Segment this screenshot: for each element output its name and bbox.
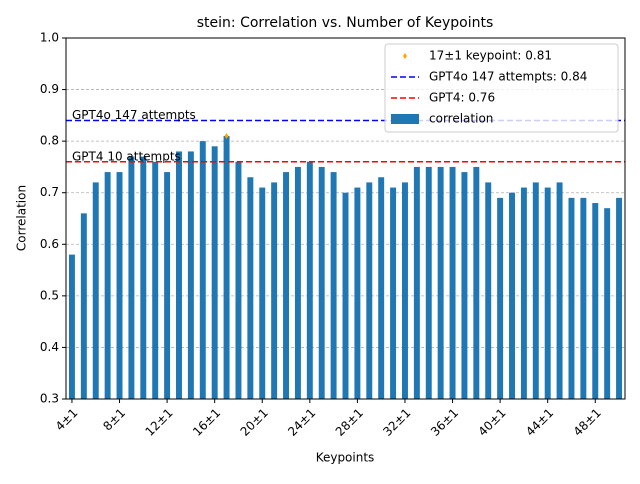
legend-box	[384, 43, 619, 133]
y-tick-label: 0.5	[40, 288, 59, 302]
bar	[366, 182, 373, 399]
y-tick-label: 0.6	[40, 237, 59, 251]
highlight-marker	[224, 132, 229, 139]
y-tick-label: 0.4	[40, 340, 59, 354]
bar	[318, 166, 325, 399]
bar	[116, 172, 123, 399]
bar	[342, 192, 349, 399]
bar	[437, 166, 444, 399]
bar	[616, 197, 623, 399]
bar	[413, 166, 420, 399]
bar	[604, 208, 611, 399]
y-tick-label: 0.8	[40, 134, 59, 148]
y-axis-label: Correlation	[15, 185, 29, 251]
bar	[199, 141, 206, 399]
legend-marker	[403, 53, 407, 59]
bar	[592, 203, 599, 399]
y-tick-label: 1.0	[40, 31, 59, 45]
bar	[556, 182, 563, 399]
y-tick-label: 0.9	[40, 82, 59, 96]
bar	[294, 166, 301, 399]
bar	[401, 182, 408, 399]
bar	[580, 197, 587, 399]
bar	[128, 156, 135, 399]
bar	[390, 187, 397, 399]
plot-frame	[65, 37, 626, 400]
bar	[140, 156, 147, 399]
bar	[92, 182, 99, 399]
bar	[378, 177, 385, 399]
bar	[449, 166, 456, 399]
bar	[497, 197, 504, 399]
legend-label: correlation	[429, 112, 493, 126]
bar	[152, 161, 159, 399]
bar	[259, 187, 266, 399]
bar	[271, 182, 278, 399]
bar	[520, 187, 527, 399]
bar	[485, 182, 492, 399]
y-tick-label: 0.7	[40, 185, 59, 199]
legend-label: GPT4: 0.76	[429, 91, 495, 105]
bar	[509, 192, 515, 399]
chart-title: stein: Correlation vs. Number of Keypoin…	[197, 15, 493, 31]
bar	[473, 166, 480, 399]
reference-annotation: GPT4o 147 attempts	[72, 108, 196, 122]
legend-label: 17±1 keypoint: 0.81	[429, 49, 552, 63]
bar	[164, 172, 171, 399]
bar	[425, 166, 432, 399]
bar	[568, 197, 575, 399]
bar	[330, 172, 337, 399]
bar	[306, 161, 313, 399]
legend-marker	[391, 114, 419, 124]
bar	[247, 177, 254, 399]
bar	[68, 254, 75, 399]
bar	[223, 135, 230, 399]
bar	[104, 172, 111, 399]
bar	[532, 182, 539, 399]
bar	[283, 172, 290, 399]
bar	[187, 151, 194, 399]
bar	[80, 213, 87, 399]
bar	[461, 172, 468, 399]
bar	[176, 151, 182, 399]
reference-annotation: GPT4 10 attempts	[72, 149, 181, 163]
y-tick-label: 0.3	[40, 392, 59, 406]
bar	[544, 187, 551, 399]
bar	[211, 146, 218, 399]
legend-label: GPT4o 147 attempts: 0.84	[429, 70, 587, 84]
x-axis-label: Keypoints	[316, 451, 375, 465]
bar	[354, 187, 361, 399]
bar	[235, 161, 242, 399]
